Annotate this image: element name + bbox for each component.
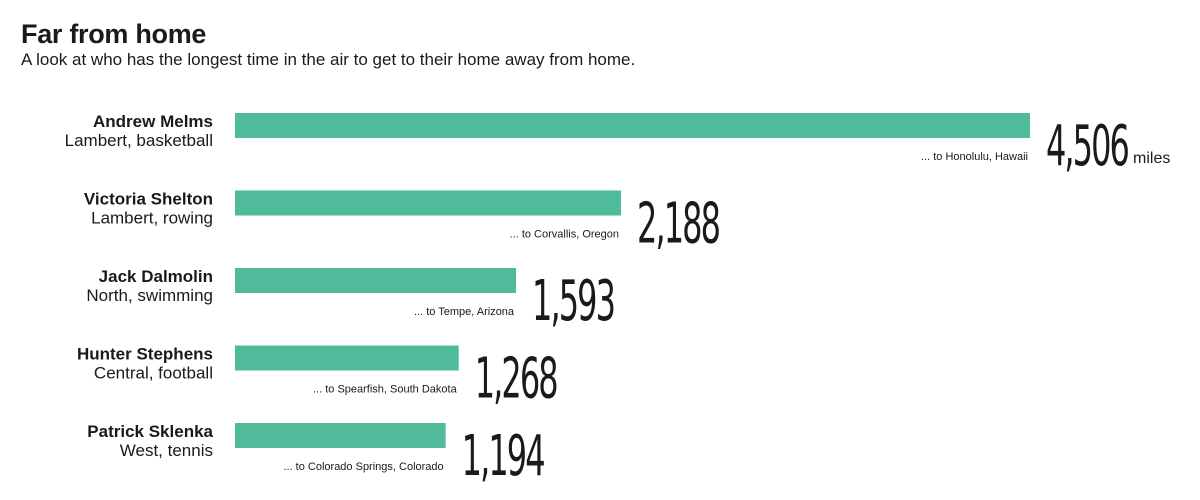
- distance-bar: [235, 190, 622, 216]
- athlete-name: Victoria Shelton: [84, 190, 213, 209]
- destination-label: ... to Corvallis, Oregon: [510, 229, 619, 241]
- destination-label: ... to Colorado Springs, Colorado: [283, 461, 443, 473]
- distance-value: 1,593: [532, 269, 614, 334]
- distance-bar: [235, 345, 459, 371]
- distance-value: 1,268: [475, 347, 557, 412]
- chart-subtitle: A look at who has the longest time in th…: [21, 50, 636, 69]
- unit-label: miles: [1133, 150, 1170, 167]
- distance-bar: [235, 423, 446, 448]
- destination-label: ... to Spearfish, South Dakota: [313, 384, 458, 396]
- distance-bar: [235, 113, 1030, 138]
- school-sport-label: West, tennis: [120, 441, 213, 460]
- athlete-name: Andrew Melms: [93, 112, 213, 131]
- school-sport-label: Lambert, rowing: [91, 209, 213, 228]
- school-sport-label: Central, football: [94, 364, 213, 383]
- chart-title: Far from home: [21, 19, 207, 49]
- distance-bar: [235, 268, 517, 293]
- athlete-name: Jack Dalmolin: [99, 267, 213, 286]
- athlete-name: Hunter Stephens: [77, 345, 213, 364]
- school-sport-label: Lambert, basketball: [65, 131, 213, 150]
- destination-label: ... to Tempe, Arizona: [414, 306, 515, 318]
- distance-value: 4,506: [1046, 114, 1128, 179]
- distance-value: 1,194: [462, 424, 545, 489]
- destination-label: ... to Honolulu, Hawaii: [921, 151, 1028, 163]
- school-sport-label: North, swimming: [86, 286, 213, 305]
- distance-value: 2,188: [637, 192, 719, 257]
- athlete-name: Patrick Sklenka: [87, 422, 213, 441]
